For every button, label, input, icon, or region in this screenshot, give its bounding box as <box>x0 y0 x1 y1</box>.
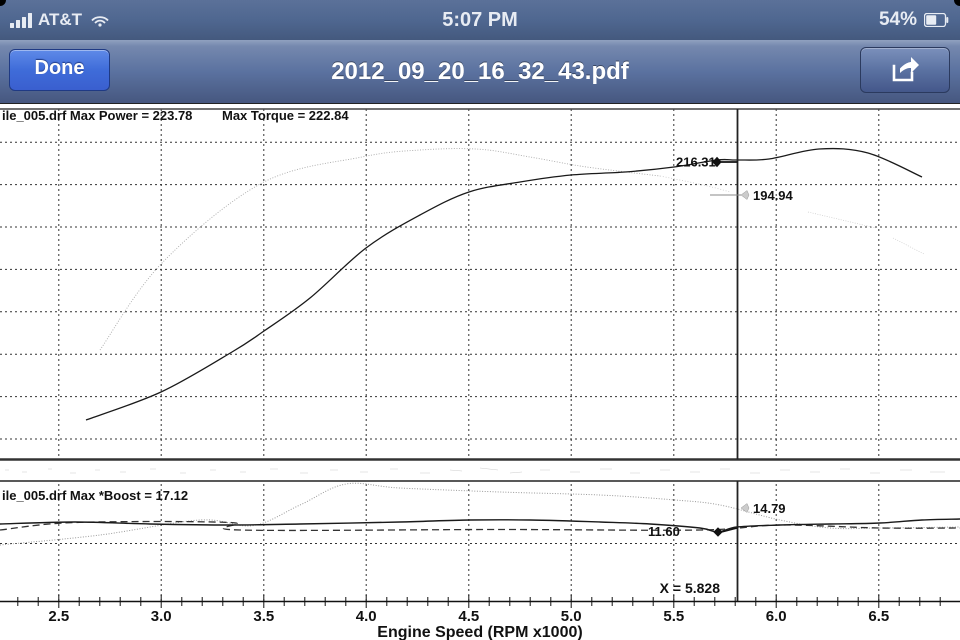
svg-text:14.79: 14.79 <box>753 501 786 516</box>
svg-text:3.0: 3.0 <box>151 608 172 625</box>
svg-text:ile_005.drf Max Power = 223.78: ile_005.drf Max Power = 223.78 <box>2 108 192 123</box>
svg-text:11.60: 11.60 <box>648 524 680 539</box>
svg-text:4.0: 4.0 <box>356 608 377 625</box>
svg-text:5.0: 5.0 <box>561 608 582 625</box>
svg-text:4.5: 4.5 <box>458 608 479 625</box>
svg-text:X = 5.828: X = 5.828 <box>660 580 721 596</box>
svg-text:6.0: 6.0 <box>766 608 787 625</box>
svg-text:5.5: 5.5 <box>663 608 684 625</box>
svg-text:194.94: 194.94 <box>753 188 794 203</box>
svg-text:Max Torque = 222.84: Max Torque = 222.84 <box>222 108 349 123</box>
svg-text:216.31: 216.31 <box>676 155 716 170</box>
svg-text:3.5: 3.5 <box>253 608 274 625</box>
svg-text:ile_005.drf Max *Boost = 17.12: ile_005.drf Max *Boost = 17.12 <box>2 488 188 503</box>
svg-text:6.5: 6.5 <box>868 608 889 625</box>
svg-text:2.5: 2.5 <box>48 608 69 625</box>
svg-text:Engine Speed (RPM x1000): Engine Speed (RPM x1000) <box>377 624 582 640</box>
